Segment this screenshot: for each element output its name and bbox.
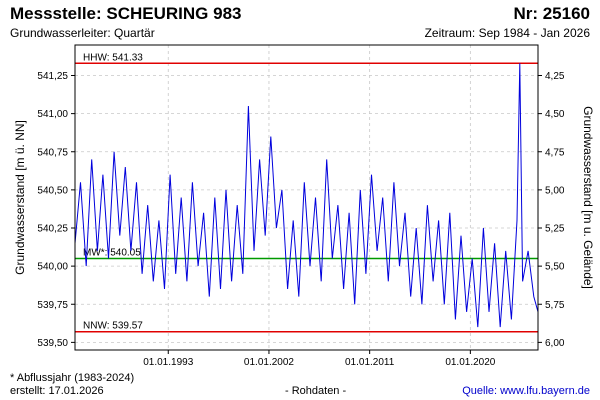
station-number: Nr: 25160 (513, 4, 590, 23)
rawdata-label: - Rohdaten - (285, 385, 347, 397)
series-line (74, 63, 539, 328)
grid-layer (75, 45, 538, 350)
period-label: Zeitraum: Sep 1984 - Jan 2026 (424, 26, 590, 40)
y-tick-label-left: 540,00 (37, 262, 68, 273)
series-layer (74, 63, 539, 328)
y-axis-right-title: Grundwasserstand [m u. Gelände] (581, 106, 595, 289)
page-title: Messstelle: SCHEURING 983 (10, 4, 242, 23)
y-tick-label-right: 4,50 (545, 109, 565, 120)
y-tick-label-right: 5,00 (545, 185, 565, 196)
x-tick-label: 01.01.2011 (345, 357, 395, 368)
reference-line-label: MW*: 540.05 (83, 248, 141, 259)
y-tick-label-right: 6,00 (545, 338, 565, 349)
aquifer-label: Grundwasserleiter: Quartär (10, 26, 155, 40)
y-tick-label-left: 540,75 (37, 147, 68, 158)
y-tick-label-left: 539,75 (37, 300, 68, 311)
y-tick-label-right: 4,75 (545, 147, 565, 158)
y-axis-left: 539,50 539,75 540,00 540,25 540,50 540,75 541,… (37, 71, 75, 349)
y-tick-label-left: 541,00 (37, 109, 68, 120)
y-axis-left-title: Grundwasserstand [m ü. NN] (13, 120, 27, 275)
y-tick-label-right: 5,25 (545, 224, 565, 235)
x-tick-label: 01.01.1993 (143, 357, 193, 368)
y-axis-right: 6,00 5,75 5,50 5,25 5,00 4,75 4,50 4,25 (538, 71, 565, 349)
y-tick-label-left: 541,25 (37, 71, 68, 82)
created-date: erstellt: 17.01.2026 (10, 385, 104, 397)
reference-line-label: HHW: 541.33 (83, 52, 143, 63)
y-tick-label-left: 539,50 (37, 338, 68, 349)
y-tick-label-right: 4,25 (545, 71, 565, 82)
footnote: * Abflussjahr (1983-2024) (10, 372, 135, 384)
reference-line-label: NNW: 539.57 (83, 321, 143, 332)
x-tick-label: 01.01.2020 (445, 357, 495, 368)
y-tick-label-left: 540,25 (37, 224, 68, 235)
y-tick-label-right: 5,75 (545, 300, 565, 311)
source-link[interactable]: Quelle: www.lfu.bayern.de (462, 385, 590, 397)
y-tick-label-left: 540,50 (37, 185, 68, 196)
plot-frame (74, 44, 539, 351)
y-tick-label-right: 5,50 (545, 262, 565, 273)
x-tick-label: 01.01.2002 (244, 357, 294, 368)
x-axis: 01.01.1993 01.01.2002 01.01.2011 01.01.2020 (143, 350, 496, 368)
reference-lines: HHW: 541.33 MW*: 540.05 NNW: 539.57 (75, 52, 538, 333)
